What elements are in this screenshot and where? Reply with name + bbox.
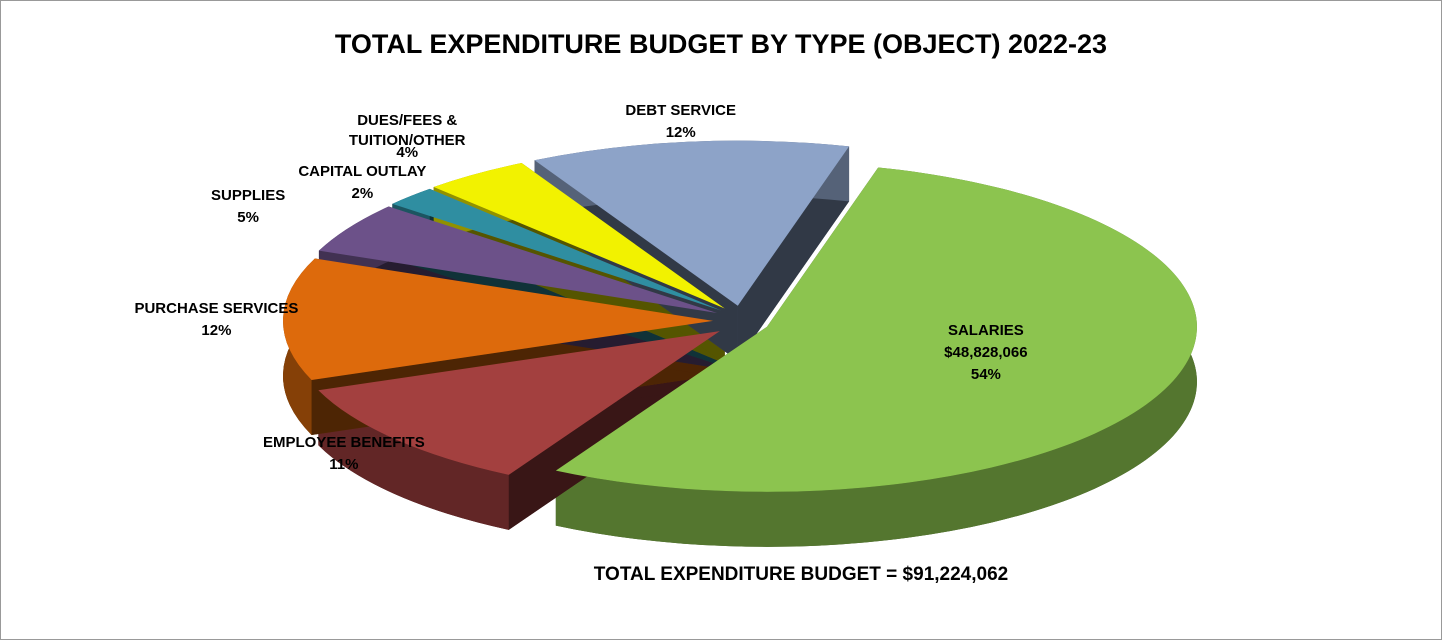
slice (534, 140, 850, 306)
slice-label: SALARIES (947, 322, 1024, 340)
slice-percent: 12% (201, 321, 232, 339)
slice-percent: 54% (970, 366, 1001, 384)
slice-amount: $48,828,066 (944, 344, 1028, 362)
slice-label: DUES/FEES & TUITION/OTHER (348, 111, 466, 149)
slice-label: DEBT SERVICE (625, 102, 736, 120)
slice-percent: 2% (351, 184, 374, 202)
slice-rim (555, 167, 1197, 547)
slice-label: EMPLOYEE BENEFITS (263, 433, 425, 451)
slice-label: CAPITAL OUTLAY (298, 162, 427, 180)
slice-side (737, 146, 850, 361)
slice-percent: 11% (329, 455, 359, 473)
slice-label: PURCHASE SERVICES (134, 299, 299, 317)
slice-percent: 12% (665, 124, 696, 142)
slice-percent: 4% (396, 143, 419, 161)
slice (283, 258, 714, 380)
slice-label: SUPPLIES (211, 187, 286, 205)
chart-title: TOTAL EXPENDITURE BUDGET BY TYPE (OBJECT… (334, 29, 1108, 59)
slice (392, 188, 721, 311)
slice-percent: 5% (237, 209, 259, 227)
slice (318, 331, 720, 475)
slice (433, 163, 725, 309)
slice (318, 206, 718, 314)
total-annotation: TOTAL EXPENDITURE BUDGET = $91,224,062 (593, 564, 1009, 585)
slice (555, 167, 1197, 492)
